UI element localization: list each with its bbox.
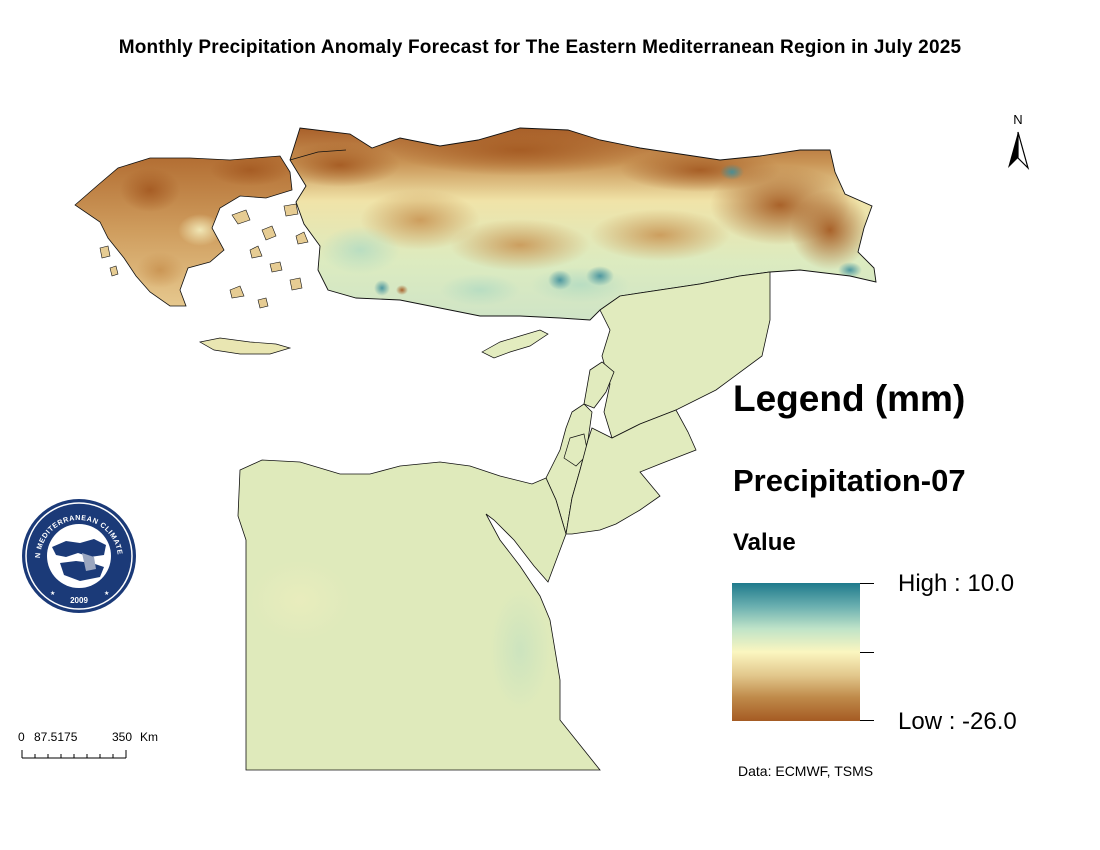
aegean-islands bbox=[99, 203, 309, 309]
legend-low-label: Low : -26.0 bbox=[898, 708, 1017, 735]
region-egypt bbox=[237, 459, 601, 771]
scale-bar-ticks bbox=[21, 750, 127, 759]
scale-label-0: 0 bbox=[18, 730, 25, 744]
legend-heading: Legend (mm) bbox=[733, 378, 966, 419]
region-jordan bbox=[565, 409, 697, 535]
region-turkey bbox=[289, 127, 877, 321]
scale-bar: 0 87.5175 350 Km bbox=[18, 730, 178, 766]
legend-tick-high bbox=[860, 583, 874, 584]
scale-label-end: 350 bbox=[112, 730, 133, 744]
legend-tick-mid bbox=[860, 652, 874, 653]
region-greece bbox=[74, 155, 293, 307]
legend-tick-low bbox=[860, 720, 874, 721]
legend-field-name: Value bbox=[733, 529, 796, 556]
scale-label-mid: 87.5175 bbox=[34, 730, 78, 744]
svg-text:★: ★ bbox=[50, 590, 55, 597]
legend-high-label: High : 10.0 bbox=[898, 570, 1015, 597]
svg-text:★: ★ bbox=[104, 590, 109, 597]
data-source: Data: ECMWF, TSMS bbox=[738, 763, 874, 779]
north-arrow: N bbox=[1000, 112, 1036, 174]
map-title: Monthly Precipitation Anomaly Forecast f… bbox=[118, 37, 962, 58]
legend-layer-name: Precipitation-07 bbox=[733, 463, 966, 498]
region-crete bbox=[199, 337, 292, 355]
north-label: N bbox=[1013, 112, 1023, 127]
region-cyprus bbox=[481, 329, 549, 359]
emcc-logo: EASTERN MEDITERRANEAN CLIMATE CENTRE 200… bbox=[17, 490, 138, 615]
region-west-bank bbox=[563, 433, 589, 467]
north-arrow-icon bbox=[1008, 131, 1030, 171]
logo-year: 2009 bbox=[70, 596, 88, 605]
emcc-logo-icon: EASTERN MEDITERRANEAN CLIMATE CENTRE 200… bbox=[17, 490, 136, 613]
scale-label-unit: Km bbox=[140, 730, 158, 744]
legend-color-ramp bbox=[732, 583, 860, 721]
